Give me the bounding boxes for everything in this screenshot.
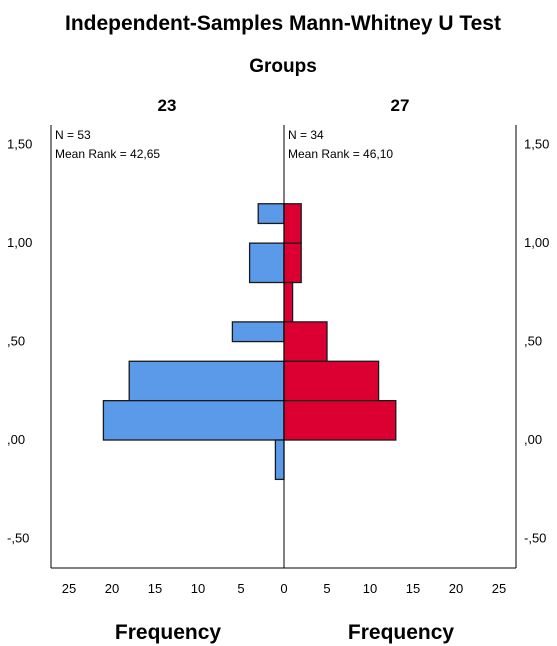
right-mean-rank-stat: Mean Rank = 46,10 (288, 147, 393, 161)
right-y-tick-label: -,50 (524, 530, 546, 545)
right-group-label: 27 (391, 96, 410, 115)
right-x-axis-label: Frequency (348, 621, 455, 644)
x-tick-label: 5 (237, 581, 244, 596)
right-y-tick-label: ,00 (524, 432, 542, 447)
chart-title: Independent-Samples Mann-Whitney U Test (65, 12, 501, 35)
left-n-stat: N = 53 (55, 128, 91, 142)
left-bar-3 (128, 360, 285, 402)
x-tick-label: 20 (105, 581, 119, 596)
left-y-tick-label: ,00 (7, 432, 25, 447)
x-tick-label: 10 (191, 581, 205, 596)
right-bar-2 (283, 281, 294, 323)
left-mean-rank-stat: Mean Rank = 42,65 (55, 147, 160, 161)
left-bar-4 (102, 399, 285, 441)
left-bar-0 (257, 203, 285, 225)
left-x-axis-label: Frequency (115, 621, 222, 644)
right-y-tick-label: 1,00 (524, 235, 549, 250)
right-n-stat: N = 34 (288, 128, 324, 142)
right-y-tick-label: 1,50 (524, 137, 549, 152)
x-tick-label: 10 (363, 581, 377, 596)
right-bar-4 (283, 360, 380, 402)
left-y-tick-label: ,50 (7, 334, 25, 349)
right-bar-0 (283, 203, 302, 244)
x-tick-label: 20 (449, 581, 463, 596)
x-tick-label: 5 (323, 581, 330, 596)
left-bar-5 (274, 439, 285, 481)
right-bar-3 (283, 321, 328, 362)
group-title: Groups (249, 56, 317, 77)
left-group-label: 23 (158, 96, 177, 115)
x-tick-label: 0 (280, 581, 287, 596)
left-bar-1 (248, 242, 285, 284)
x-tick-label: 15 (406, 581, 420, 596)
x-tick-label: 15 (148, 581, 162, 596)
left-y-tick-label: -,50 (7, 530, 29, 545)
histogram-bars (102, 203, 397, 481)
right-bar-1 (283, 242, 302, 284)
left-bar-2 (231, 321, 285, 343)
left-y-tick-label: 1,00 (7, 235, 32, 250)
right-y-tick-label: ,50 (524, 334, 542, 349)
x-tick-label: 25 (62, 581, 76, 596)
x-tick-label: 25 (492, 581, 506, 596)
left-y-tick-label: 1,50 (7, 137, 32, 152)
right-bar-5 (283, 399, 397, 441)
axes: 1,50 1,50 1,00 1,00 ,50 ,50 ,00 ,00 -,50 -,50 25 20… (7, 125, 549, 596)
